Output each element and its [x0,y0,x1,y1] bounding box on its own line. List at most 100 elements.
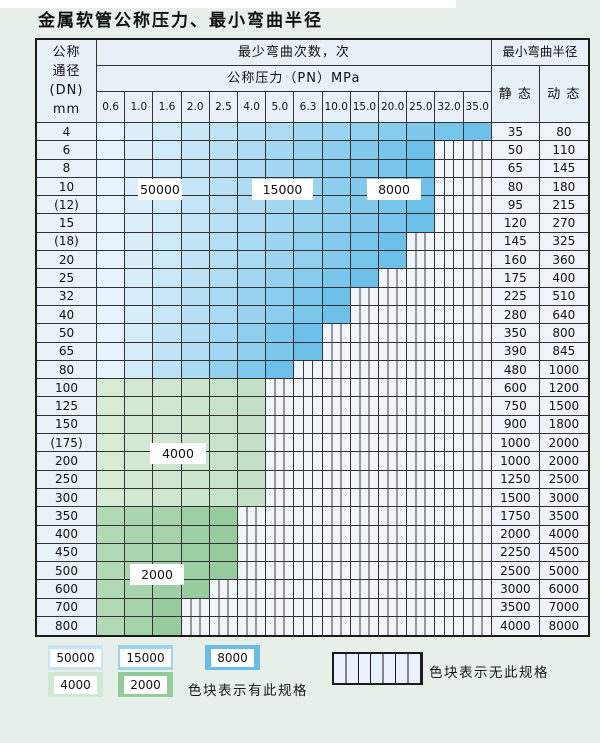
no-spec-cell [379,305,408,325]
spec-cell [435,123,464,142]
no-spec-cell [350,415,380,435]
no-spec-cell [181,598,210,618]
no-spec-cell [350,598,380,618]
spec-cell [209,525,239,544]
pressure-tick: 6.3 [294,92,323,123]
pressure-tick: 1.6 [153,92,182,123]
no-spec-cell [379,580,408,599]
no-spec-cell [266,415,295,435]
dynamic-radius-cell: 4000 [539,525,588,544]
static-radius-cell: 900 [491,415,540,435]
spec-cell [266,324,295,343]
spec-cell [238,141,267,160]
spec-cell [181,123,210,142]
dynamic-radius-cell: 360 [539,251,588,270]
dn-cell: 32 [37,287,97,306]
dn-cell: 10 [37,177,97,197]
no-spec-cell [266,580,295,599]
spec-cell [125,196,154,215]
spec-cell [407,141,436,160]
no-spec-cell [463,415,492,435]
no-spec-cell [435,415,464,435]
spec-cell [125,360,154,380]
spec-cell [238,214,267,233]
static-radius-cell: 390 [491,342,540,361]
spec-cell [97,415,126,435]
no-spec-cell [435,617,464,636]
legend-swatch-2000: 2000 [118,672,173,697]
static-radius-cell: 1500 [491,488,540,508]
no-spec-cell [435,324,464,343]
spec-cell [97,360,126,380]
spec-cell [350,232,380,252]
no-spec-cell [379,525,408,544]
dynamic-radius-cell: 800 [539,324,588,343]
spec-cell [97,434,126,453]
spec-cell [97,287,126,306]
spec-cell [209,488,239,508]
no-spec-cell [294,617,323,636]
spec-cell [153,269,182,288]
spec-cell [209,269,239,288]
spec-cell [97,452,126,471]
cycle-count-label: 4000 [150,443,206,464]
static-radius-cell: 160 [491,251,540,270]
no-spec-cell [407,617,436,636]
spec-cell [181,507,210,526]
no-spec-cell [379,360,408,380]
spec-cell [294,123,323,142]
no-spec-cell [294,379,323,398]
no-spec-cell [181,617,210,636]
dn-cell: 100 [37,379,97,398]
no-spec-cell [379,562,408,581]
static-radius-cell: 4000 [491,617,540,636]
no-spec-cell [266,525,295,544]
no-spec-cell [379,397,408,416]
spec-cell [350,123,380,142]
spec-cell [379,251,408,270]
no-spec-cell [463,141,492,160]
spec-cell [209,177,239,197]
no-spec-cell [322,324,351,343]
no-spec-cell [294,525,323,544]
no-spec-cell [350,434,380,453]
spec-cell [209,251,239,270]
legend-swatch-15000: 15000 [118,645,173,670]
dn-cell: 20 [37,251,97,270]
spec-cell [153,342,182,361]
static-column-header: 静 态 [491,66,540,123]
spec-cell [209,232,239,252]
no-spec-cell [435,488,464,508]
no-spec-cell [435,232,464,252]
spec-cell [322,269,351,288]
no-spec-cell [379,488,408,508]
spec-cell [238,452,267,471]
spec-cell [209,452,239,471]
no-spec-cell [379,287,408,306]
no-spec-cell [463,525,492,544]
dn-cell: 700 [37,598,97,618]
no-spec-cell [379,543,408,563]
spec-cell [350,251,380,270]
spec-cell [97,177,126,197]
no-spec-cell [294,598,323,618]
no-spec-cell [322,488,351,508]
no-spec-cell [435,196,464,215]
no-spec-cell [435,287,464,306]
no-spec-cell [407,305,436,325]
legend-swatch-label: 4000 [54,675,97,694]
spec-cell [322,123,351,142]
spec-cell [322,287,351,306]
spec-cell [181,562,210,581]
no-spec-cell [435,598,464,618]
dynamic-radius-cell: 2500 [539,470,588,489]
pressure-tick: 4.0 [238,92,267,123]
no-spec-cell [379,507,408,526]
spec-cell [153,141,182,160]
static-radius-cell: 80 [491,177,540,197]
no-spec-cell [435,379,464,398]
bend-cycles-header: 最少弯曲次数，次 [97,40,492,66]
spec-cell [294,232,323,252]
no-spec-cell [294,415,323,435]
dynamic-radius-cell: 145 [539,159,588,178]
